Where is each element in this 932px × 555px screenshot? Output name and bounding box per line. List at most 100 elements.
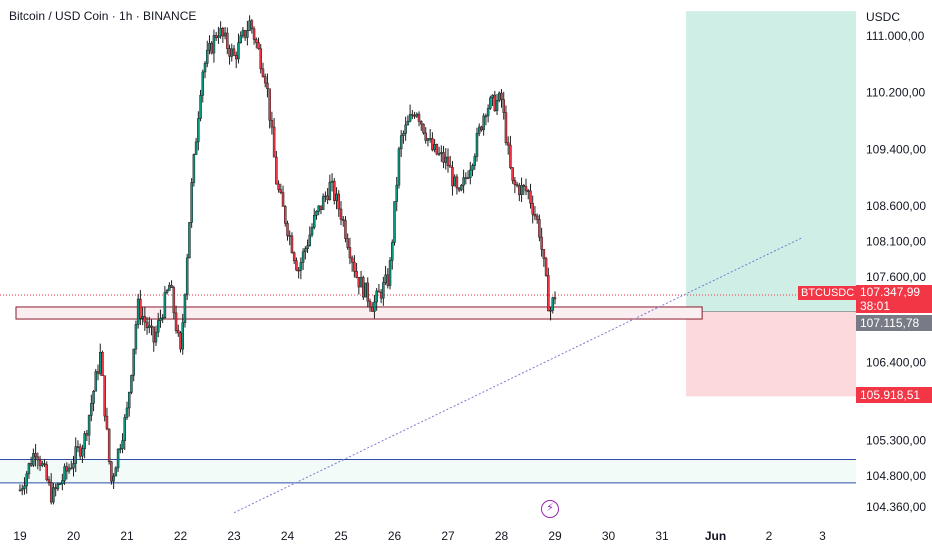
y-tick-label-1: 110.200,00 bbox=[866, 86, 925, 100]
candle-down bbox=[339, 208, 343, 220]
lightning-icon[interactable]: ⚡ bbox=[541, 500, 559, 518]
candle-up bbox=[382, 282, 385, 299]
candle-up bbox=[299, 262, 303, 271]
candle-down bbox=[504, 112, 508, 143]
candle-up bbox=[248, 20, 251, 31]
candle-up bbox=[90, 403, 93, 416]
candle-down bbox=[143, 316, 147, 323]
candle-up bbox=[114, 467, 118, 477]
candle-down bbox=[431, 138, 434, 151]
candle-up bbox=[317, 205, 320, 212]
candle-up bbox=[197, 118, 200, 143]
candle-down bbox=[29, 463, 33, 466]
candle-up bbox=[125, 407, 129, 418]
candle-down bbox=[370, 306, 374, 312]
candle-down bbox=[101, 351, 104, 376]
candle-up bbox=[391, 242, 394, 261]
candle-down bbox=[255, 39, 258, 43]
y-tick-label-7: 105.300,00 bbox=[866, 433, 926, 447]
candle-up bbox=[437, 153, 441, 155]
x-tick-label-4: 23 bbox=[227, 529, 241, 543]
candle-up bbox=[306, 245, 309, 249]
candle-down bbox=[337, 193, 341, 210]
candle-up bbox=[192, 154, 196, 183]
candle-up bbox=[399, 135, 403, 150]
candle-up bbox=[237, 42, 240, 60]
chart-plot-area[interactable] bbox=[0, 0, 856, 522]
candle-down bbox=[96, 371, 100, 374]
candle-down bbox=[243, 30, 247, 38]
candle-down bbox=[493, 94, 497, 112]
y-tick-label-2: 109.400,00 bbox=[866, 142, 926, 156]
candle-up bbox=[246, 30, 249, 38]
candle-up bbox=[32, 453, 35, 466]
candle-down bbox=[78, 446, 82, 457]
candle-up bbox=[119, 448, 122, 450]
candle-down bbox=[34, 453, 37, 458]
candle-down bbox=[228, 48, 231, 57]
candle-down bbox=[344, 220, 347, 239]
candle-down bbox=[518, 185, 521, 195]
candle-down bbox=[506, 142, 510, 146]
candle-up bbox=[217, 35, 220, 39]
candle-down bbox=[286, 223, 289, 236]
candle-up bbox=[335, 193, 338, 201]
candle-down bbox=[250, 20, 254, 30]
x-tick-label-0: 19 bbox=[13, 529, 27, 543]
candle-down bbox=[261, 68, 265, 77]
candle-down bbox=[457, 187, 461, 191]
candle-up bbox=[25, 473, 28, 487]
candle-down bbox=[535, 215, 539, 220]
candle-up bbox=[310, 227, 314, 236]
candle-down bbox=[105, 415, 109, 430]
candle-down bbox=[43, 463, 46, 465]
candle-up bbox=[484, 115, 488, 118]
candle-down bbox=[170, 285, 173, 288]
candle-down bbox=[357, 277, 361, 288]
candle-down bbox=[366, 282, 369, 302]
candle-down bbox=[509, 144, 512, 168]
candle-up bbox=[324, 195, 327, 198]
candle-up bbox=[159, 318, 162, 321]
x-tick-label-9: 28 bbox=[495, 529, 509, 543]
candle-up bbox=[473, 156, 476, 166]
currency-label[interactable]: USDC bbox=[866, 10, 901, 24]
candle-down bbox=[266, 82, 269, 89]
support-zone bbox=[15, 306, 703, 320]
candle-up bbox=[148, 325, 151, 329]
candle-up bbox=[453, 176, 456, 187]
candle-up bbox=[141, 316, 144, 319]
candle-up bbox=[52, 487, 55, 503]
x-tick-label-3: 22 bbox=[174, 529, 188, 543]
candle-up bbox=[199, 94, 202, 119]
candle-up bbox=[460, 185, 463, 191]
candle-up bbox=[469, 169, 472, 178]
price-axis-svg: 111.000,00 110.200,00 109.400,00 108.600,00… bbox=[866, 29, 926, 514]
candle-down bbox=[515, 184, 519, 187]
candle-down bbox=[174, 312, 178, 331]
y-tick-label-9: 104.360,00 bbox=[866, 500, 926, 514]
candle-up bbox=[328, 181, 332, 201]
candle-down bbox=[290, 235, 294, 254]
candle-down bbox=[272, 126, 276, 158]
candle-down bbox=[540, 236, 543, 250]
candle-down bbox=[368, 300, 372, 308]
candle-up bbox=[219, 28, 222, 37]
candle-up bbox=[301, 251, 305, 263]
price-axis[interactable]: 111.000,00 110.200,00 109.400,00 108.600,00… bbox=[856, 0, 932, 550]
time-axis[interactable]: 19 20 21 22 23 24 25 26 27 28 29 30 31 Jun 2 3 bbox=[0, 522, 856, 550]
candle-up bbox=[397, 148, 401, 186]
candle-up bbox=[384, 274, 387, 283]
x-tick-label-11: 30 bbox=[602, 529, 616, 543]
candle-up bbox=[81, 448, 84, 457]
candles bbox=[18, 15, 557, 505]
candle-down bbox=[413, 115, 416, 117]
chart-svg[interactable] bbox=[0, 0, 856, 522]
candle-down bbox=[417, 113, 421, 122]
candle-up bbox=[134, 324, 138, 350]
candle-up bbox=[482, 115, 485, 131]
candle-up bbox=[304, 248, 307, 252]
candle-up bbox=[471, 165, 474, 171]
candle-up bbox=[156, 320, 160, 333]
candle-up bbox=[72, 463, 75, 469]
